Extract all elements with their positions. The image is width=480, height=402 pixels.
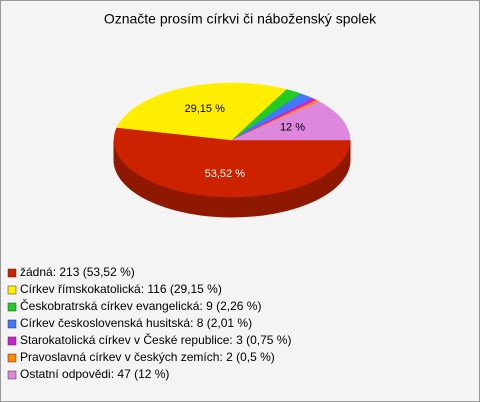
legend-label: Církev římskokatolická: 116 (29,15 %) [20,282,222,296]
data-label: 12 % [280,122,305,134]
legend-swatch [7,370,17,380]
slice [231,101,351,141]
legend-swatch [7,353,17,363]
legend-label: Církev československá husitská: 8 (2,01 … [20,316,252,330]
legend-label: Českobratrská církev evangelická: 9 (2,2… [20,298,261,313]
legend-label: Starokatolická církev v České republice:… [20,332,291,347]
legend-swatch [7,336,17,346]
legend-label: Pravoslavná církev v českých zemích: 2 (… [20,350,275,364]
data-label: 53,52 % [205,168,246,180]
chart-title: Označte prosím církvi či náboženský spol… [104,11,377,27]
slice [113,127,351,198]
legend-swatch [7,268,17,278]
slice [116,82,288,141]
legend-swatch [7,302,17,312]
legend-swatch [7,285,17,295]
legend-swatch [7,319,17,329]
data-label: 29,15 % [185,103,226,115]
legend-label: Ostatní odpovědi: 47 (12 %) [20,367,169,381]
legend-label: žádná: 213 (53,52 %) [20,265,135,279]
